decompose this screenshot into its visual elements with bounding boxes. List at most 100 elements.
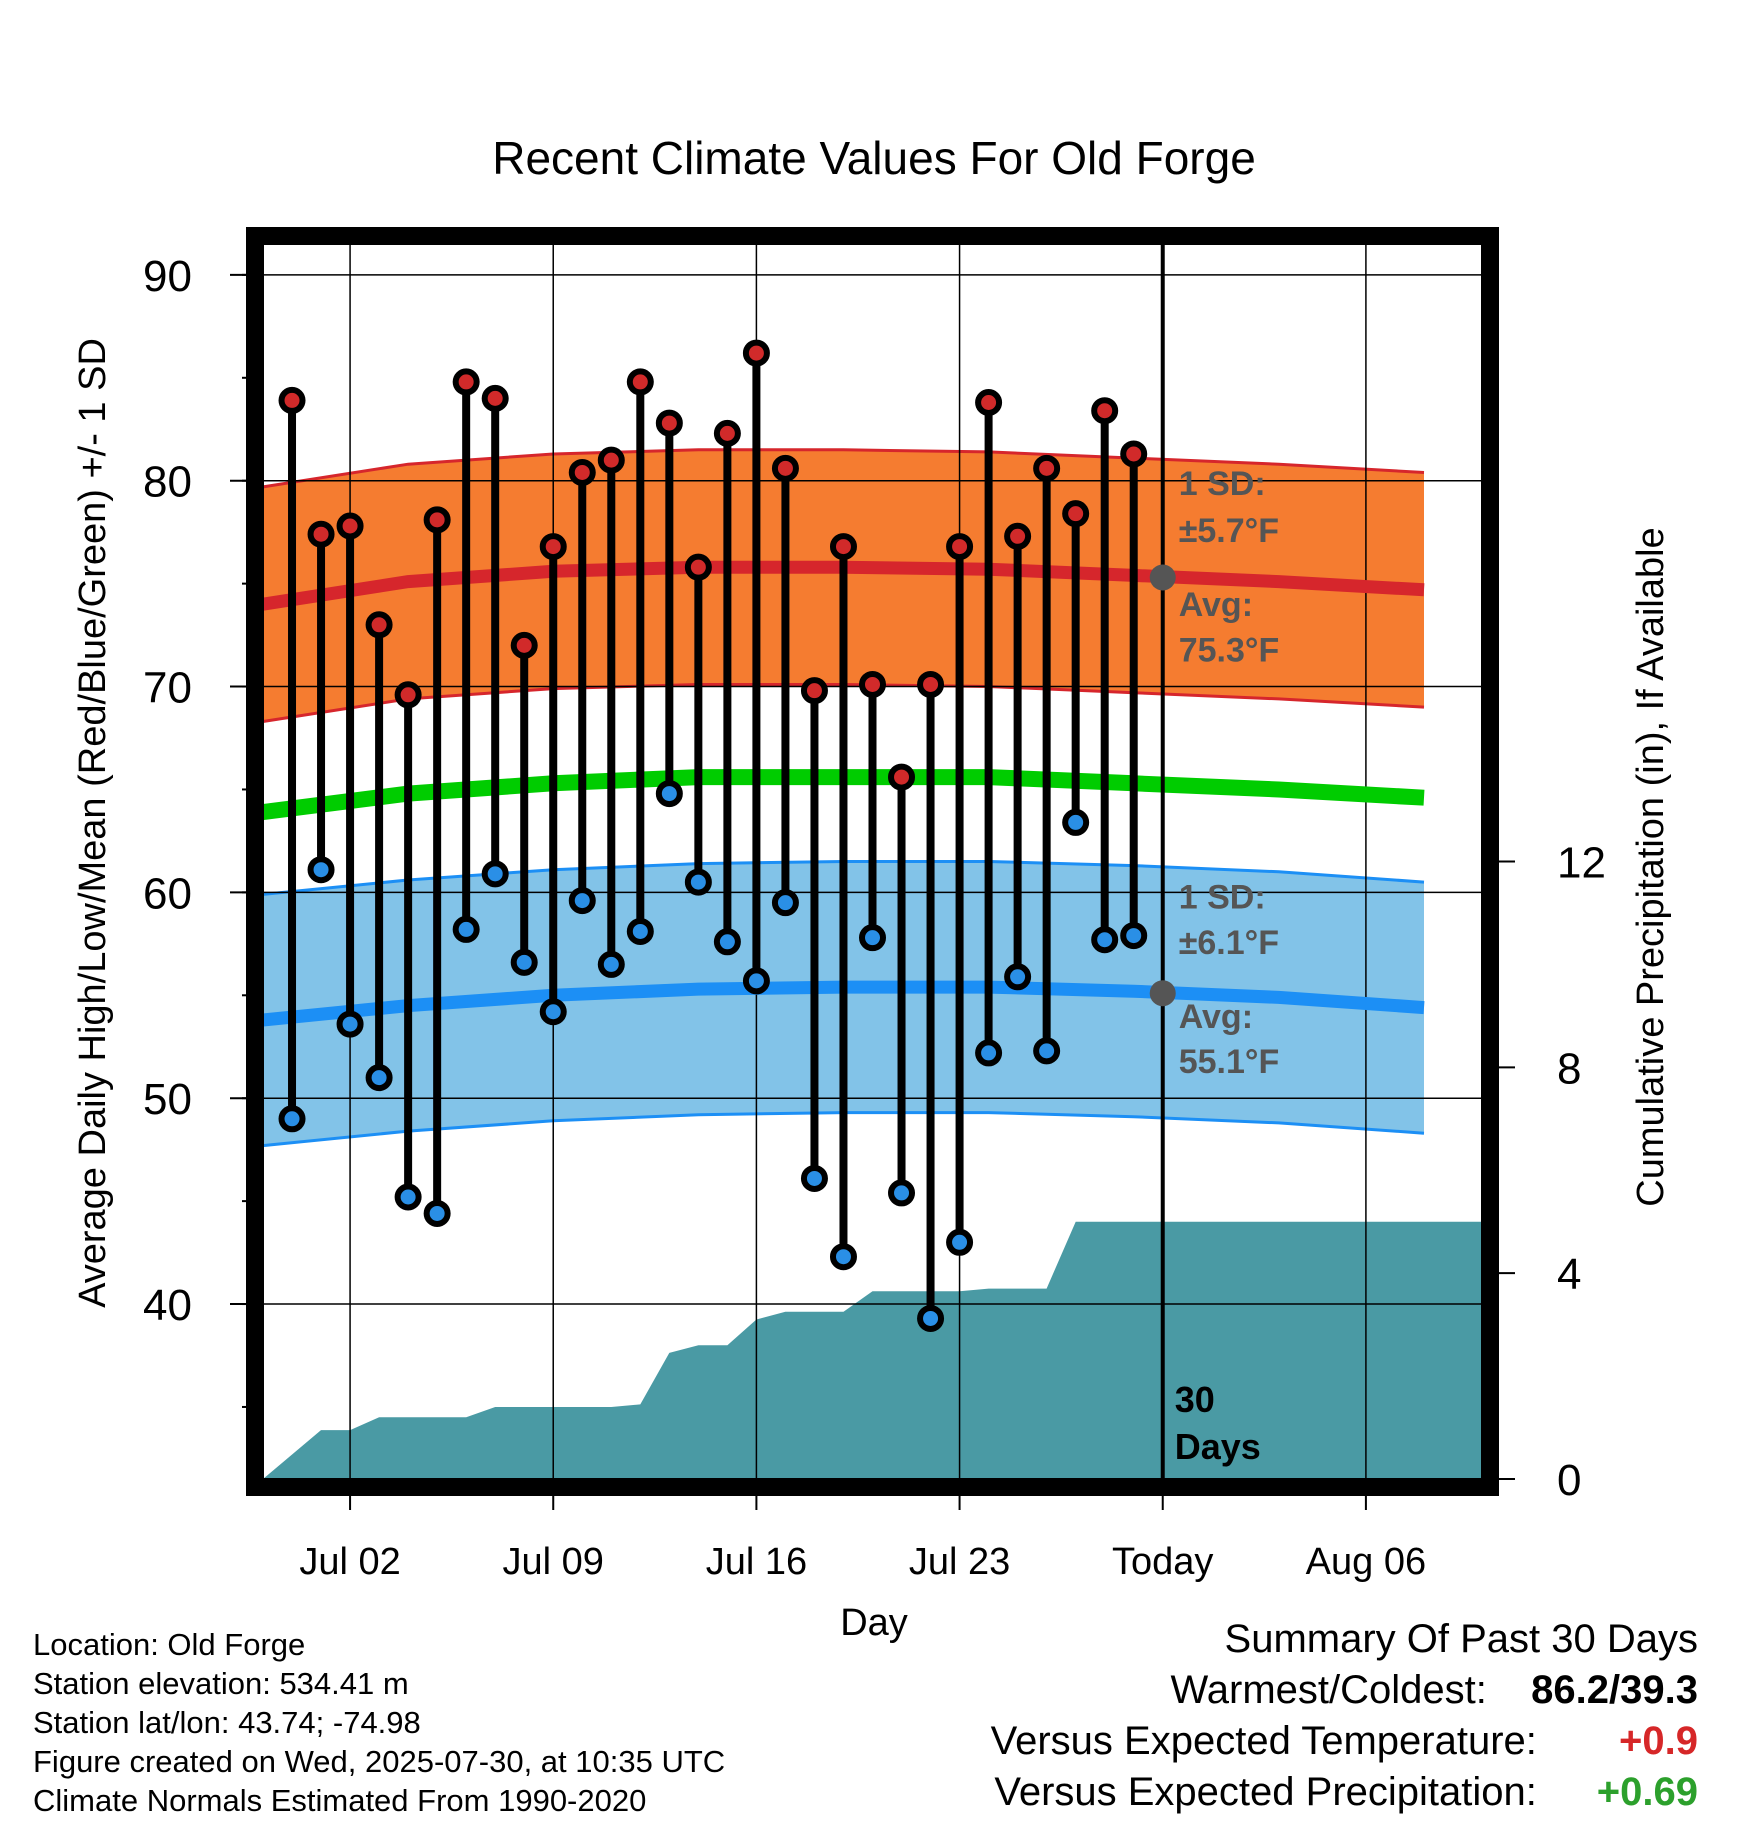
high-point	[423, 506, 451, 534]
low-point	[278, 1105, 306, 1133]
low-point	[917, 1304, 945, 1332]
x-tick-label: Jul 16	[706, 1541, 807, 1583]
low-point	[481, 860, 509, 888]
low-avg-label: Avg:	[1179, 998, 1253, 1036]
precip-value: +0.69	[1596, 1770, 1698, 1814]
high-point	[1120, 440, 1148, 468]
high-point	[394, 681, 422, 709]
elevation-text: Station elevation: 534.41 m	[33, 1666, 409, 1701]
high-point	[1062, 500, 1090, 528]
chart-title: Recent Climate Values For Old Forge	[492, 132, 1256, 184]
low-point	[423, 1199, 451, 1227]
high-sd-upper-edge	[262, 448, 1425, 489]
y2-tick-label: 8	[1557, 1044, 1581, 1093]
x-tick-label: Jul 02	[299, 1541, 400, 1583]
low-point	[1091, 926, 1119, 954]
window-label-days: Days	[1175, 1426, 1261, 1467]
high-point	[1091, 397, 1119, 425]
high-point	[539, 533, 567, 561]
high-point	[946, 533, 974, 561]
high-point	[307, 520, 335, 548]
station-info: Location: Old Forge Station elevation: 5…	[33, 1625, 725, 1820]
high-point	[859, 670, 886, 698]
low-point	[800, 1164, 828, 1192]
x-tick-label: Jul 09	[503, 1541, 604, 1583]
summary-panel: Summary Of Past 30 Days Warmest/Coldest:…	[991, 1617, 1698, 1821]
high-point	[975, 388, 1003, 416]
high-point	[888, 763, 916, 791]
avg-low-dot	[1149, 980, 1176, 1007]
avg-high-dot	[1149, 564, 1176, 591]
temp-label: Versus Expected Temperature:	[990, 1719, 1537, 1763]
low-point	[771, 889, 799, 917]
high-point	[597, 446, 625, 474]
high-point	[1033, 454, 1061, 482]
high-point	[278, 386, 306, 414]
y-axis-label: Average Daily High/Low/Mean (Red/Blue/Gr…	[72, 338, 114, 1308]
low-point	[1004, 963, 1032, 991]
low-point	[336, 1010, 364, 1038]
normals-text: Climate Normals Estimated From 1990-2020	[33, 1783, 647, 1818]
low-point	[539, 998, 567, 1026]
low-point	[975, 1039, 1003, 1067]
high-sd-label: 1 SD:	[1179, 465, 1266, 503]
temp-value: +0.9	[1619, 1719, 1698, 1763]
low-point	[597, 950, 625, 978]
summary-temp: Versus Expected Temperature: +0.9	[991, 1719, 1698, 1770]
high-point	[626, 368, 654, 396]
high-point	[481, 384, 509, 412]
low-point	[452, 915, 480, 943]
location-text: Location: Old Forge	[33, 1627, 306, 1662]
high-point	[655, 409, 683, 437]
high-point	[684, 553, 712, 581]
low-point	[742, 967, 770, 995]
summary-warm-cold: Warmest/Coldest: 86.2/39.3	[991, 1668, 1699, 1719]
warm-cold-value: 86.2/39.3	[1531, 1668, 1698, 1712]
high-avg-label: Avg:	[1179, 586, 1253, 624]
y-tick-label: 60	[143, 869, 192, 918]
high-point	[336, 512, 364, 540]
y2-axis-label: Cumulative Precipitation (in), If Availa…	[1630, 527, 1672, 1206]
low-point	[568, 887, 596, 915]
low-point	[1120, 922, 1148, 950]
high-point	[742, 339, 770, 367]
y-tick-label: 50	[143, 1075, 192, 1124]
y-tick-label: 70	[143, 664, 192, 713]
low-point	[626, 917, 654, 945]
low-sd-label: 1 SD:	[1179, 878, 1266, 916]
low-point	[713, 928, 741, 956]
high-point	[917, 670, 945, 698]
y2-tick-label: 0	[1557, 1456, 1581, 1505]
low-point	[307, 856, 335, 884]
high-sd-value: ±5.7°F	[1179, 512, 1279, 550]
low-point	[365, 1064, 393, 1092]
high-point	[510, 631, 538, 659]
created-text: Figure created on Wed, 2025-07-30, at 10…	[33, 1744, 726, 1779]
low-point	[655, 780, 683, 808]
low-point	[829, 1243, 857, 1271]
warm-cold-label: Warmest/Coldest:	[1170, 1668, 1487, 1712]
y2-tick-label: 4	[1557, 1250, 1581, 1299]
high-point	[800, 677, 828, 705]
x-tick-label: Aug 06	[1306, 1541, 1426, 1583]
low-point	[888, 1179, 916, 1207]
x-tick-label: Today	[1112, 1541, 1213, 1583]
summary-precip: Versus Expected Precipitation: +0.69	[991, 1770, 1698, 1821]
low-point	[1033, 1037, 1061, 1065]
high-point	[1004, 522, 1032, 550]
y2-tick-label: 12	[1557, 839, 1606, 888]
low-sd-value: ±6.1°F	[1179, 924, 1279, 962]
high-point	[771, 454, 799, 482]
x-tick-label: Jul 23	[909, 1541, 1010, 1583]
x-axis-label: Day	[840, 1602, 908, 1644]
precipitation-area	[263, 1221, 1482, 1479]
summary-title: Summary Of Past 30 Days	[1224, 1617, 1698, 1661]
high-avg-value: 75.3°F	[1179, 631, 1280, 669]
low-point	[859, 924, 886, 952]
window-label-number: 30	[1175, 1379, 1215, 1420]
precip-label: Versus Expected Precipitation:	[994, 1770, 1537, 1814]
low-point	[946, 1228, 974, 1256]
high-point	[365, 611, 393, 639]
high-point	[713, 419, 741, 447]
y-tick-label: 80	[143, 458, 192, 507]
